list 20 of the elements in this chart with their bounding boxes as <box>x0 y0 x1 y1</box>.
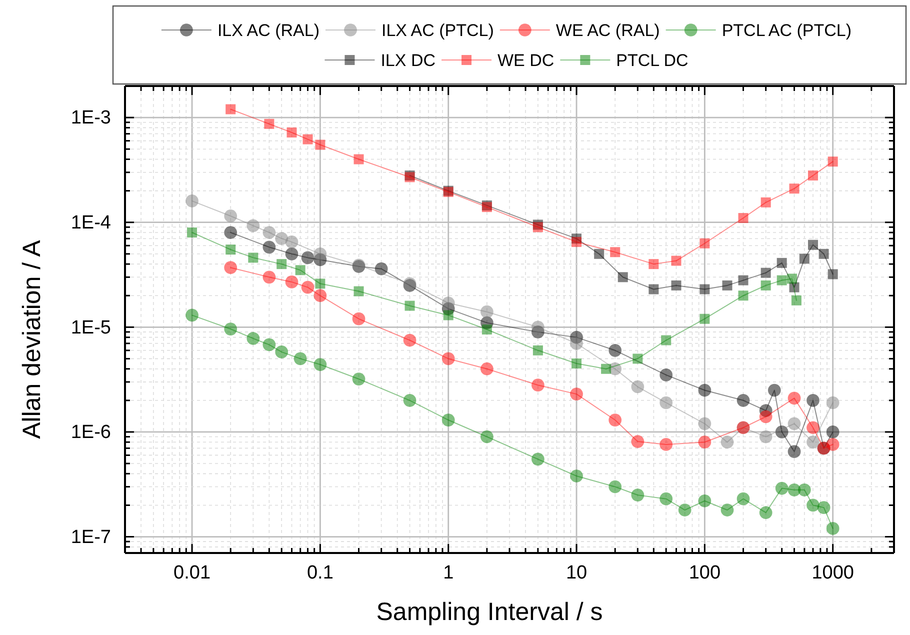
legend-label: PTCL DC <box>616 51 688 70</box>
legend-label: WE AC (RAL) <box>556 21 660 40</box>
y-axis-title: Allan deviation / A <box>18 240 46 439</box>
legend-label: PTCL AC (PTCL) <box>722 21 852 40</box>
x-tick-label: 1000 <box>812 562 854 584</box>
y-tick-label: 1E-4 <box>70 212 112 234</box>
legend-label: WE DC <box>498 51 554 70</box>
legend-label: ILX AC (RAL) <box>217 21 320 40</box>
y-tick-label: 1E-7 <box>70 526 111 548</box>
x-tick-label: 0.1 <box>306 562 334 584</box>
y-tick-label: 1E-5 <box>70 317 111 338</box>
x-axis-title: Sampling Interval / s <box>376 598 603 626</box>
y-tick-label: 1E-6 <box>70 422 111 444</box>
x-tick-label: 1 <box>443 562 454 584</box>
x-tick-label: 0.01 <box>174 562 211 584</box>
legend-label: ILX AC (PTCL) <box>381 21 494 40</box>
x-tick-label: 10 <box>566 562 588 584</box>
y-tick-label: 1E-3 <box>70 108 111 129</box>
legend-label: ILX DC <box>380 51 436 70</box>
x-tick-label: 100 <box>688 562 721 584</box>
